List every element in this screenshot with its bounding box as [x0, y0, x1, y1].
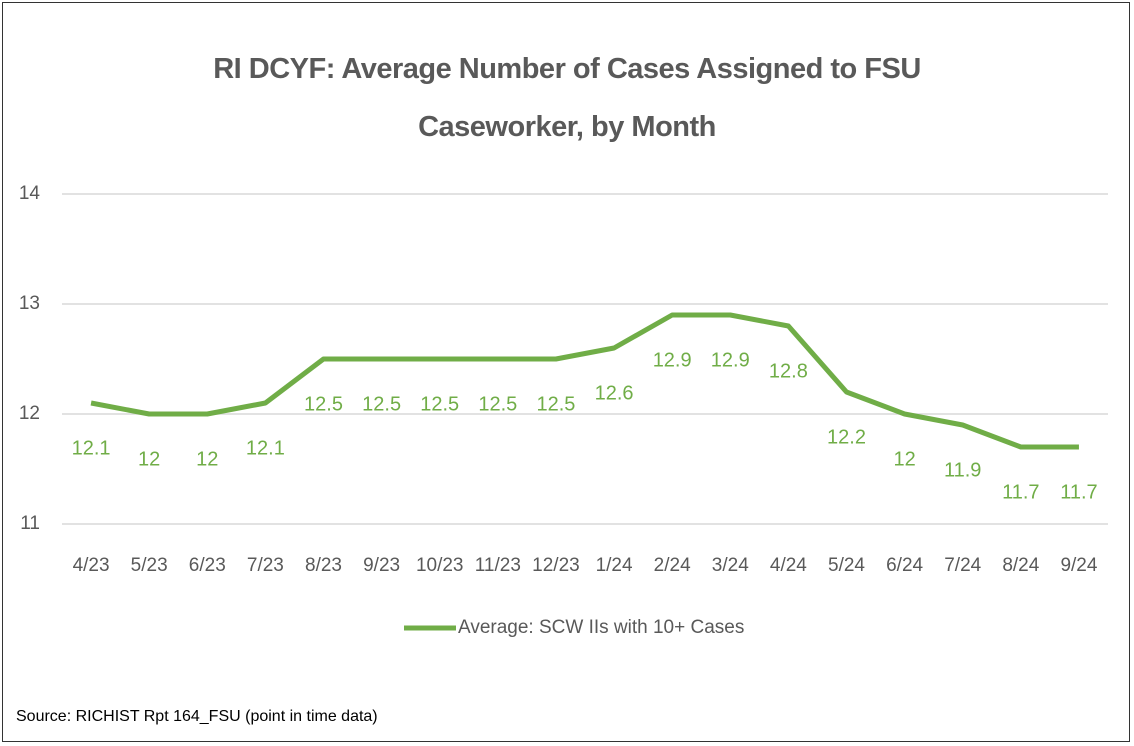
data-label: 12.8 [769, 360, 808, 382]
x-tick-label: 7/23 [247, 555, 284, 576]
x-tick-label: 5/23 [131, 555, 168, 576]
data-label: 12.1 [72, 437, 111, 459]
x-tick-label: 8/23 [305, 555, 342, 576]
data-label: 12.5 [478, 393, 517, 415]
data-label: 11.7 [1002, 481, 1039, 503]
data-label: 12.6 [595, 382, 634, 404]
x-tick-label: 5/24 [828, 555, 865, 576]
data-label: 12.2 [827, 426, 866, 448]
data-label: 12.5 [362, 393, 401, 415]
data-label: 12.5 [536, 393, 575, 415]
data-label: 11.7 [1060, 481, 1097, 503]
x-tick-label: 12/23 [532, 555, 580, 576]
data-label: 12.9 [653, 349, 692, 371]
y-tick-label: 11 [20, 513, 40, 534]
data-label: 12.9 [711, 349, 750, 371]
x-tick-label: 4/24 [770, 555, 807, 576]
series-line [90, 312, 1079, 450]
data-label: 12 [196, 448, 218, 470]
y-tick-label: 14 [19, 183, 41, 204]
data-label: 12 [138, 448, 160, 470]
data-label: 11.9 [944, 459, 981, 481]
x-tick-label: 6/23 [189, 555, 226, 576]
legend-label: Average: SCW IIs with 10+ Cases [458, 617, 744, 638]
x-tick-label: 2/24 [654, 555, 691, 576]
x-tick-label: 4/23 [73, 555, 110, 576]
source-note: Source: RICHIST Rpt 164_FSU (point in ti… [16, 708, 378, 725]
y-tick-label: 12 [19, 403, 40, 424]
x-tick-label: 10/23 [416, 555, 464, 576]
x-tick-label: 3/24 [712, 555, 749, 576]
y-tick-label: 13 [19, 293, 40, 314]
data-label: 12.1 [246, 437, 285, 459]
x-tick-label: 11/23 [475, 555, 521, 576]
data-label: 12.5 [304, 393, 343, 415]
data-label: 12 [893, 448, 915, 470]
x-tick-label: 1/24 [596, 555, 633, 576]
x-tick-label: 9/24 [1060, 555, 1097, 576]
x-tick-label: 8/24 [1002, 555, 1039, 576]
x-tick-label: 7/24 [944, 555, 981, 576]
data-label: 12.5 [420, 393, 459, 415]
x-tick-label: 9/23 [363, 555, 400, 576]
chart-title: RI DCYF: Average Number of Cases Assigne… [213, 53, 921, 143]
x-tick-label: 6/24 [886, 555, 923, 576]
